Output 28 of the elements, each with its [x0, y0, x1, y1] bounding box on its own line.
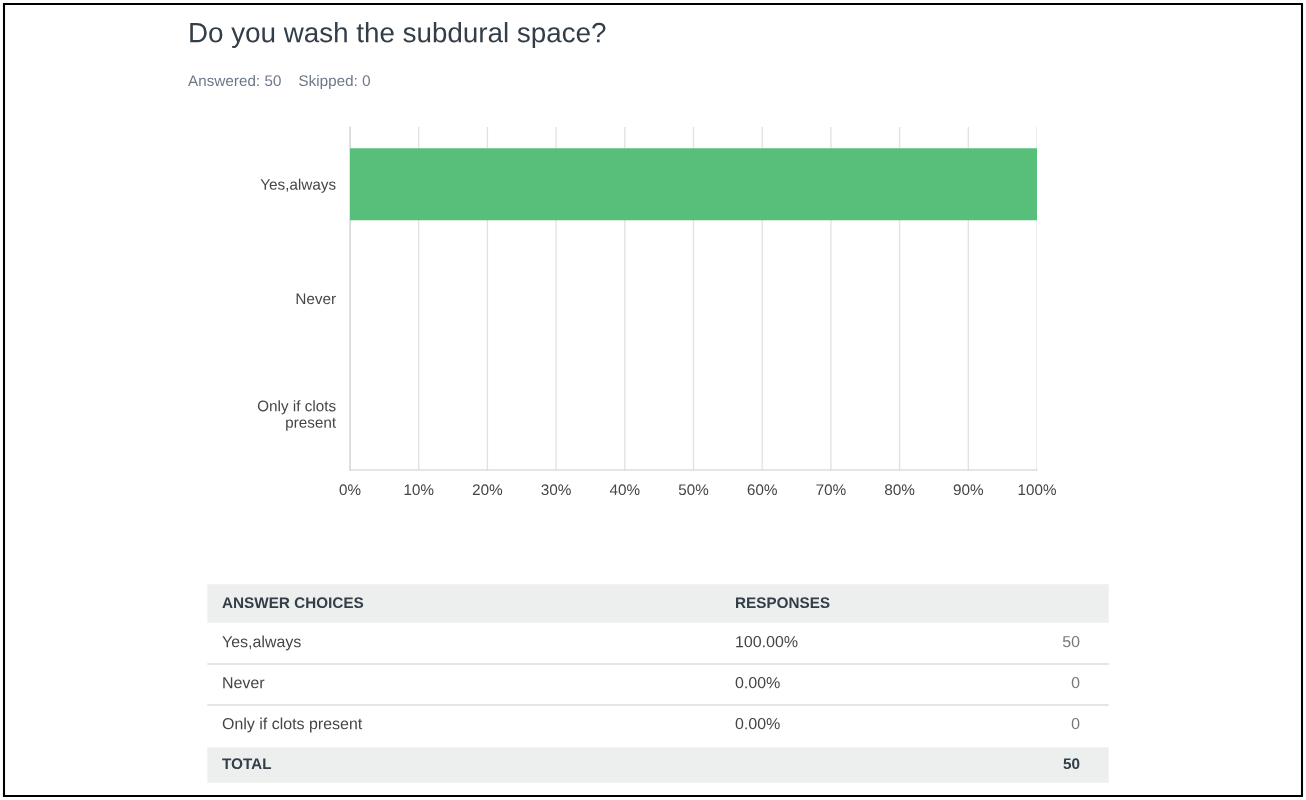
- text: TOTAL: [222, 758, 272, 770]
- y-tick-label: Never: [296, 293, 336, 305]
- text: 0.00%: [735, 717, 780, 730]
- text: RESPONSES: [736, 597, 830, 609]
- category-label: Yes,always: [222, 635, 301, 651]
- x-tick-label: 80%: [884, 484, 915, 496]
- x-tick-label: 20%: [472, 484, 503, 496]
- chart-title: Do you wash the subdural space?: [190, 22, 606, 48]
- x-tick-label: 90%: [953, 484, 984, 496]
- y-tick-label: Only if clots present: [257, 400, 336, 431]
- x-tick-label: 60%: [747, 484, 777, 496]
- x-tick-label: 100%: [1018, 484, 1056, 496]
- text: 0.00%: [735, 676, 780, 689]
- x-tick-label: 70%: [816, 484, 846, 496]
- text: 50: [1062, 635, 1080, 648]
- category-label: Never: [223, 677, 265, 689]
- x-tick-label: 10%: [404, 484, 434, 496]
- text: 0: [1071, 676, 1080, 689]
- text: 100.00%: [736, 635, 798, 648]
- x-tick-label: 50%: [678, 484, 709, 496]
- y-tick-label: Yes,always: [260, 178, 336, 193]
- x-tick-label: 40%: [609, 484, 640, 496]
- chart-subtitle: Answered: 50 Skipped: 0: [188, 74, 370, 90]
- text: ANSWER CHOICES: [222, 597, 364, 609]
- x-tick-label: 0%: [339, 484, 361, 496]
- text: 50: [1063, 758, 1080, 770]
- x-tick-label: 30%: [541, 484, 571, 496]
- text: 0: [1071, 717, 1080, 730]
